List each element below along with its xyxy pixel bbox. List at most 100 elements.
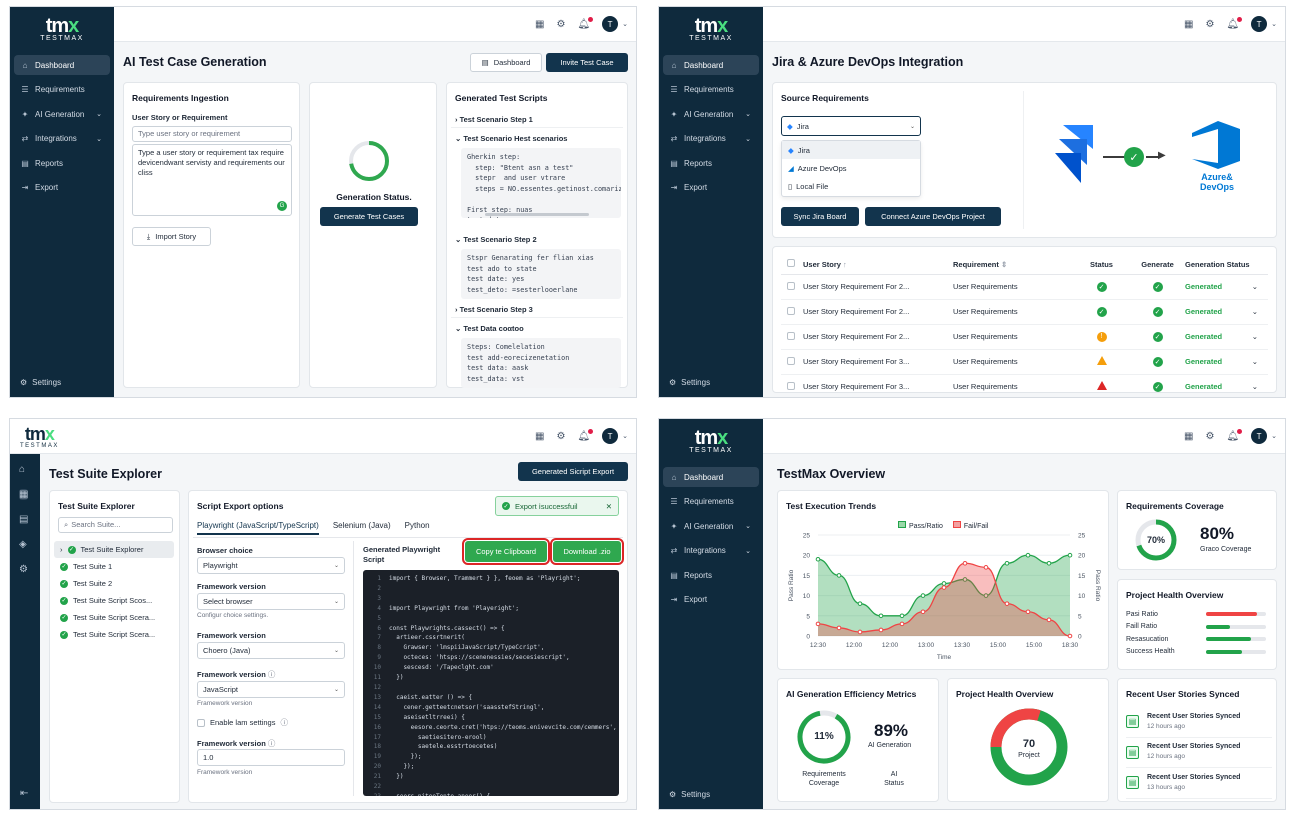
tree-item[interactable]: ✓ Test Suite Script Scos...	[60, 596, 153, 605]
generated-script-export-button[interactable]: Generated Sicript Export	[518, 462, 628, 481]
browser-select[interactable]: Playwright ⌄	[197, 557, 345, 574]
table-row[interactable]: User Story Requirement For 3... User Requ…	[781, 374, 1268, 397]
scenario-hest[interactable]: ⌄ Test Scenario Hest scenarios	[455, 134, 568, 143]
tab-selenium[interactable]: Selenium (Java)	[332, 521, 391, 530]
option-local-file[interactable]: ▯ Local File	[788, 181, 829, 191]
avatar[interactable]: T	[1251, 428, 1268, 444]
generate-check-icon[interactable]: ✓	[1152, 306, 1163, 317]
suite-search-input[interactable]: ⌕ Search Suite...	[58, 517, 173, 533]
nav-settings[interactable]: ⚙ Settings	[669, 378, 711, 387]
dashboard-button[interactable]: ▤ Dashboard	[470, 53, 542, 72]
chevron-down-icon[interactable]: ⌄	[1271, 21, 1277, 28]
nav-ai-generation[interactable]: ✦ AI Generation ⌄	[670, 109, 751, 119]
generate-check-icon[interactable]: ✓	[1152, 331, 1163, 342]
chevron-down-icon[interactable]: ⌄	[1271, 433, 1277, 440]
select-all-checkbox[interactable]	[787, 259, 795, 268]
sync-jira-board-button[interactable]: Sync Jira Board	[781, 207, 859, 226]
nav-settings[interactable]: ⚙ Settings	[669, 790, 711, 799]
download-zip-button[interactable]: Download .zio	[550, 538, 624, 565]
row-checkbox[interactable]	[787, 381, 795, 390]
close-icon[interactable]: ✕	[605, 501, 612, 511]
scenario-step-3[interactable]: › Test Scenario Step 3	[455, 305, 533, 314]
nav-ai-generation[interactable]: ✦ AI Generation ⌄	[670, 521, 751, 531]
scenario-step-2[interactable]: ⌄ Test Scenario Step 2	[455, 235, 537, 244]
nav-reports[interactable]: ▤ Reports	[670, 158, 713, 168]
generate-check-icon[interactable]: ✓	[1152, 281, 1163, 292]
generate-test-cases-button[interactable]: Generate Test Cases	[320, 207, 418, 226]
scenario-test-data[interactable]: ⌄ Test Data coαtoo	[455, 324, 524, 333]
scrollbar[interactable]	[485, 213, 589, 216]
tree-item[interactable]: ✓ Test Suite Script Scera...	[60, 630, 156, 639]
nav-ai-generation[interactable]: ✦ AI Generation ⌄	[21, 109, 102, 119]
nav-dashboard[interactable]: ⌂ Dashboard	[663, 55, 759, 75]
source-select[interactable]: ◆ Jira ⌄	[781, 116, 921, 136]
nav-export[interactable]: ⇥ Export	[670, 183, 708, 192]
requirement-input[interactable]: Type user story or requirement	[132, 126, 292, 142]
chevron-down-icon[interactable]: ⌄	[1251, 357, 1258, 366]
table-row[interactable]: User Story Requirement For 2... User Requ…	[781, 324, 1268, 350]
chevron-down-icon[interactable]: ⌄	[1251, 332, 1258, 341]
tree-item[interactable]: › ✓ Test Suite Explorer	[54, 541, 174, 558]
bell-icon[interactable]: 🔔︎	[1226, 16, 1243, 30]
tree-item[interactable]: ✓ Test Suite Script Scera...	[60, 613, 156, 622]
tab-playwright[interactable]: Playwright (JavaScript/TypeScript)	[197, 521, 319, 535]
nav-reports[interactable]: ▤ Reports	[670, 570, 713, 580]
nav-requirements[interactable]: ☰ Requirements	[670, 85, 734, 94]
chevron-down-icon[interactable]: ⌄	[1251, 307, 1258, 316]
nav-integrations[interactable]: ⇄ Integrations ⌄	[670, 134, 751, 143]
framework-version-select-3[interactable]: JavaScript ⌄	[197, 681, 345, 698]
tab-python[interactable]: Python	[404, 521, 430, 530]
tree-item[interactable]: ✓ Test Suite 2	[60, 579, 113, 588]
nav-integrations[interactable]: ⇄ Integrations ⌄	[670, 546, 751, 555]
grid-icon[interactable]: ▦	[19, 489, 29, 500]
chevron-down-icon[interactable]: ⌄	[622, 21, 628, 28]
row-checkbox[interactable]	[787, 331, 795, 340]
chevron-down-icon[interactable]: ⌄	[622, 433, 628, 440]
avatar[interactable]: T	[602, 16, 619, 32]
gear-icon[interactable]: ⚙	[556, 430, 566, 442]
gear-icon[interactable]: ⚙	[556, 18, 566, 30]
row-checkbox[interactable]	[787, 281, 795, 290]
calendar-icon[interactable]: ▦	[1184, 18, 1194, 30]
enable-settings-checkbox[interactable]: Enable lam settings ⓘ	[197, 717, 288, 728]
bell-icon[interactable]: 🔔︎	[1226, 428, 1243, 442]
recent-story-item[interactable]: ▤ Recent User Stories Synced 12 hours ago	[1126, 738, 1272, 768]
framework-version-select-2[interactable]: Choero (Java) ⌄	[197, 642, 345, 659]
calendar-icon[interactable]: ▦	[1184, 430, 1194, 442]
generate-check-icon[interactable]: ✓	[1152, 356, 1163, 367]
connect-azure-devops-button[interactable]: Connect Azure DevOps Project	[865, 207, 1001, 226]
requirement-textarea[interactable]: Type a user story or requirement tax req…	[132, 144, 292, 216]
nav-requirements[interactable]: ☰ Requirements	[670, 497, 734, 506]
logout-icon[interactable]: ⇤	[20, 788, 29, 799]
nav-dashboard[interactable]: ⌂ Dashboard	[663, 467, 759, 487]
bell-icon[interactable]: 🔔︎	[577, 428, 594, 442]
home-icon[interactable]: ⌂	[19, 464, 26, 475]
recent-story-item[interactable]: ▤ Recent User Stories Synced 12 hours ago	[1126, 707, 1272, 738]
nav-integrations[interactable]: ⇄ Integrations ⌄	[21, 134, 102, 143]
nav-requirements[interactable]: ☰ Requirements	[21, 85, 85, 94]
table-row[interactable]: User Story Requirement For 3... User Requ…	[781, 349, 1268, 375]
gear-icon[interactable]: ⚙	[1205, 430, 1215, 442]
calendar-icon[interactable]: ▦	[535, 430, 545, 442]
option-azure-devops[interactable]: ◢ Azure DevOps	[788, 163, 847, 173]
settings-sliders-icon[interactable]: ⚙	[19, 564, 28, 575]
avatar[interactable]: T	[602, 428, 619, 444]
generate-check-icon[interactable]: ✓	[1152, 381, 1163, 392]
scenario-step-1[interactable]: › Test Scenario Step 1	[455, 115, 533, 124]
bell-icon[interactable]: 🔔︎	[577, 16, 594, 30]
avatar[interactable]: T	[1251, 16, 1268, 32]
nav-settings[interactable]: ⚙ Settings	[20, 378, 62, 387]
option-jira[interactable]: ◆ Jira	[782, 141, 920, 159]
sort-requirement[interactable]: Requirement ⇕	[953, 255, 1073, 275]
row-checkbox[interactable]	[787, 356, 795, 365]
table-row[interactable]: User Story Requirement For 2... User Requ…	[781, 274, 1268, 300]
report-icon[interactable]: ▤	[19, 514, 29, 525]
layers-icon[interactable]: ◈	[19, 539, 27, 550]
nav-export[interactable]: ⇥ Export	[670, 595, 708, 604]
nav-dashboard[interactable]: ⌂ Dashboard	[14, 55, 110, 75]
recent-story-item[interactable]: ▤ Recent User Stories Synced 13 hours ago	[1126, 768, 1272, 799]
chevron-down-icon[interactable]: ⌄	[1251, 382, 1258, 391]
nav-export[interactable]: ⇥ Export	[21, 183, 59, 192]
row-checkbox[interactable]	[787, 306, 795, 315]
copy-to-clipboard-button[interactable]: Copy te Clipboard	[462, 538, 550, 565]
